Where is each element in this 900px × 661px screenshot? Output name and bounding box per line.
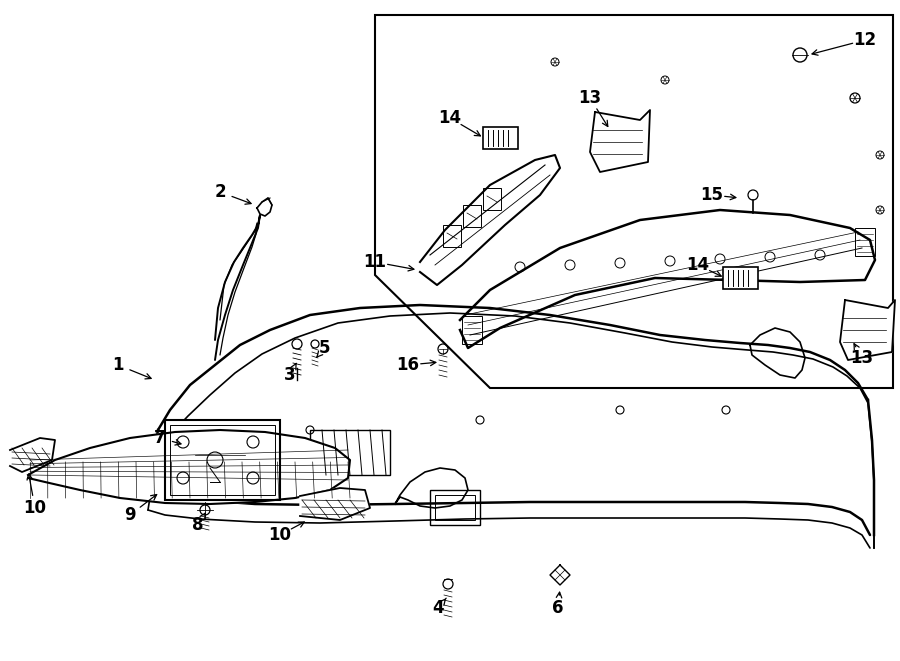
Bar (463, 205, 481, 227)
Text: 13: 13 (579, 89, 601, 107)
Bar (723, 267, 758, 289)
Text: 4: 4 (432, 599, 444, 617)
Text: 10: 10 (268, 526, 292, 544)
Bar (435, 495, 475, 520)
Bar (443, 225, 461, 247)
Text: 15: 15 (700, 186, 724, 204)
Polygon shape (10, 438, 55, 472)
Polygon shape (460, 210, 875, 348)
Text: 9: 9 (124, 506, 136, 524)
Text: 14: 14 (687, 256, 709, 274)
Text: 10: 10 (23, 499, 47, 517)
Bar (430, 490, 480, 525)
Bar (855, 228, 875, 256)
Text: 12: 12 (853, 31, 877, 49)
Polygon shape (375, 15, 893, 388)
Text: 14: 14 (438, 109, 462, 127)
Text: 13: 13 (850, 349, 874, 367)
Polygon shape (840, 300, 895, 360)
Bar (483, 188, 501, 210)
Bar (165, 420, 280, 500)
Bar (310, 430, 390, 475)
Polygon shape (300, 488, 370, 520)
Text: 7: 7 (154, 429, 166, 447)
Bar (483, 127, 518, 149)
Text: 8: 8 (193, 516, 203, 534)
Polygon shape (28, 430, 350, 504)
Text: 16: 16 (397, 356, 419, 374)
Text: 5: 5 (320, 339, 331, 357)
Text: 1: 1 (112, 356, 124, 374)
Bar (170, 425, 275, 495)
Text: 3: 3 (284, 366, 296, 384)
Text: 2: 2 (214, 183, 226, 201)
Text: 6: 6 (553, 599, 563, 617)
Text: 11: 11 (364, 253, 386, 271)
Polygon shape (590, 110, 650, 172)
Polygon shape (420, 155, 560, 285)
Bar (462, 316, 482, 344)
